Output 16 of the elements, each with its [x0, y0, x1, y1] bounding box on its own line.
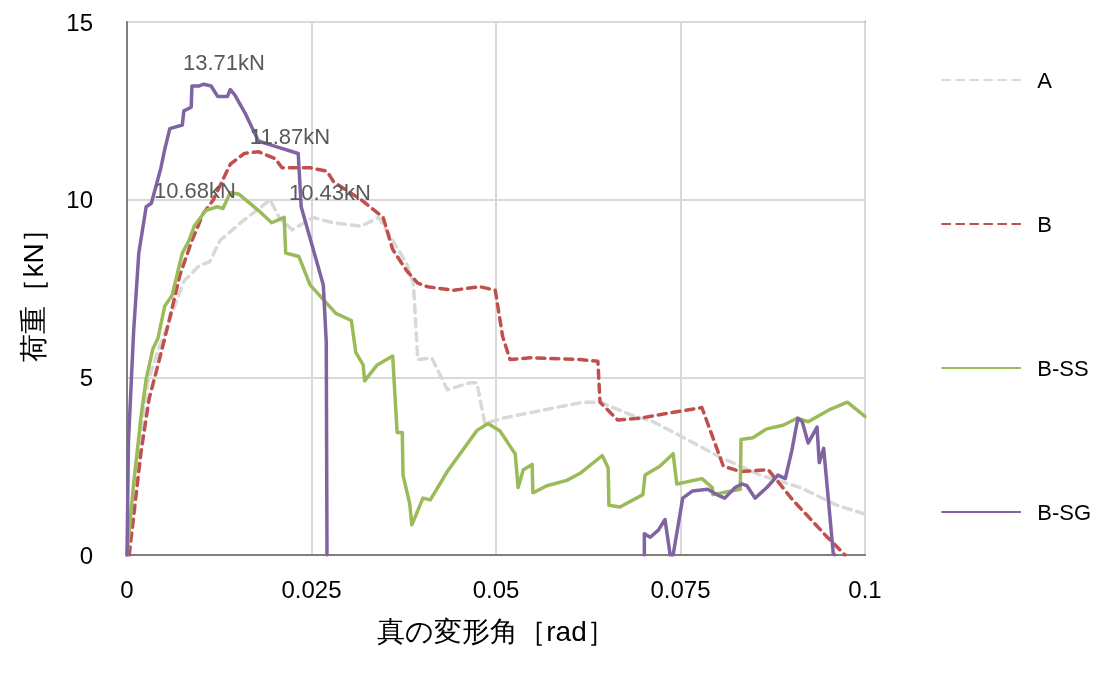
legend-label: B: [1037, 211, 1052, 237]
y-tick-label: 10: [66, 186, 93, 214]
x-tick-label: 0.1: [848, 575, 882, 603]
y-tick-label: 0: [79, 541, 93, 569]
annotation: 13.71kN: [183, 49, 265, 75]
legend-label: A: [1037, 67, 1053, 93]
x-tick-label: 0.05: [472, 575, 520, 603]
legend-label: B-SS: [1037, 355, 1089, 381]
y-axis-title: 荷重［kN］: [17, 215, 49, 362]
x-tick-label: 0.075: [650, 575, 711, 603]
x-tick-label: 0.025: [281, 575, 342, 603]
y-tick-label: 5: [79, 363, 93, 391]
y-tick-label: 15: [66, 8, 93, 36]
legend-label: B-SG: [1037, 499, 1092, 525]
x-axis-title: 真の変形角［rad］: [377, 615, 615, 647]
x-tick-label: 0: [120, 575, 134, 603]
